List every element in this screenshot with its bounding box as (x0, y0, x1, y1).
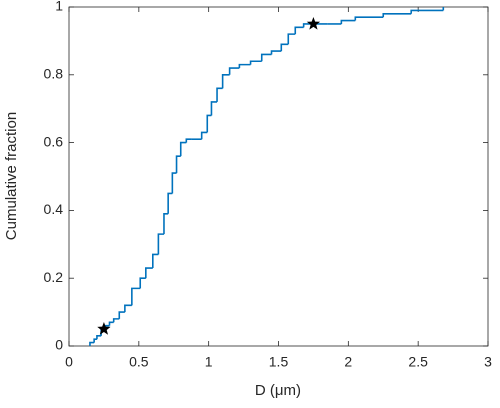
step-segment (139, 277, 146, 289)
step-segment (89, 341, 95, 346)
step-segment (249, 60, 262, 65)
x-tick-label: 1 (205, 354, 213, 370)
y-tick-label: 0 (55, 337, 63, 353)
y-axis-label: Cumulative fraction (3, 112, 20, 240)
step-segment (216, 87, 223, 102)
step-segment (228, 67, 240, 75)
y-tick-label: 0.8 (44, 66, 64, 82)
step-segment (260, 53, 272, 62)
step-segment (287, 33, 296, 45)
x-tick-label: 2.5 (408, 354, 428, 370)
step-segment (157, 233, 164, 255)
x-tick-label: 0.5 (129, 354, 149, 370)
step-segment (354, 16, 384, 21)
y-tick-label: 0.4 (44, 201, 64, 217)
step-segment (96, 335, 102, 340)
step-segment (210, 101, 218, 116)
step-segment (112, 318, 120, 323)
star-marker (306, 16, 321, 30)
step-segment (200, 131, 208, 140)
step-segment (152, 253, 159, 269)
step-segment (185, 138, 192, 143)
step-segment (93, 338, 97, 343)
step-segment (221, 74, 230, 89)
step-segment (179, 141, 187, 157)
step-segment (270, 50, 282, 55)
step-segment (410, 9, 444, 14)
step-segment (118, 311, 125, 319)
step-segment (382, 12, 412, 18)
step-segment (163, 212, 169, 235)
x-tick-label: 0 (65, 354, 73, 370)
step-segment (124, 304, 132, 313)
step-segment (280, 43, 289, 52)
step-segment (238, 63, 251, 69)
step-segment (302, 23, 328, 28)
step-segment (340, 19, 356, 24)
step-segment (171, 172, 177, 194)
step-segment (145, 267, 153, 279)
step-segment (131, 287, 141, 306)
step-segment (108, 321, 114, 326)
x-tick-label: 3 (484, 354, 492, 370)
step-segment (167, 192, 173, 214)
y-tick-label: 0.2 (44, 269, 64, 285)
step-segment (206, 114, 212, 133)
x-tick-label: 2 (344, 354, 352, 370)
y-tick-label: 0.6 (44, 133, 64, 149)
x-tick-label: 1.5 (269, 354, 289, 370)
x-axis-label: D (μm) (255, 382, 301, 399)
step-segment (175, 155, 181, 174)
step-segment (294, 26, 304, 35)
star-marker (97, 322, 111, 335)
y-tick-label: 1 (55, 0, 63, 14)
